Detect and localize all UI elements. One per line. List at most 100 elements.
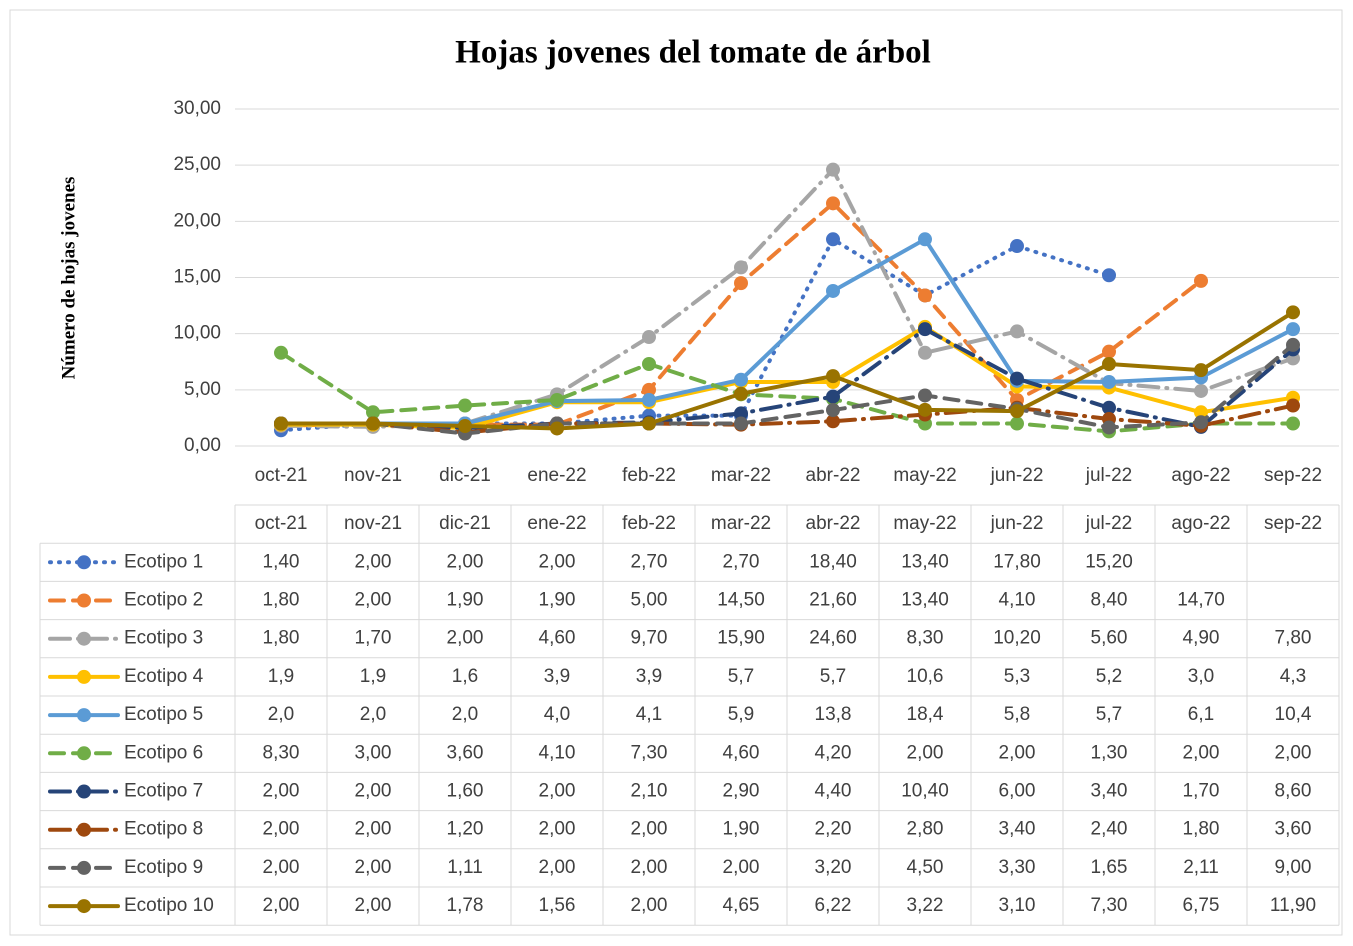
table-cell: 2,00	[355, 857, 392, 878]
table-cell: 5,7	[820, 666, 846, 687]
table-cell: 4,60	[723, 742, 760, 763]
data-point	[1194, 273, 1208, 288]
data-point	[918, 402, 932, 417]
data-point	[826, 403, 840, 418]
table-cell: 4,20	[815, 742, 852, 763]
table-cell: 4,3	[1280, 666, 1306, 687]
data-point	[1286, 337, 1300, 352]
y-tick-label: 5,00	[184, 379, 221, 400]
table-cell: 24,60	[809, 628, 857, 649]
table-cell: 5,60	[1091, 628, 1128, 649]
table-cell: 2,00	[263, 819, 300, 840]
data-point	[1194, 363, 1208, 378]
data-point	[734, 406, 748, 421]
legend-label: Ecotipo 2	[124, 590, 203, 611]
table-cell: 4,90	[1183, 628, 1220, 649]
legend-label: Ecotipo 10	[124, 895, 214, 916]
data-point	[1010, 404, 1024, 419]
data-point	[918, 322, 932, 337]
table-cell: 2,20	[815, 819, 852, 840]
data-point	[1102, 268, 1116, 283]
table-cell: 2,00	[355, 590, 392, 611]
table-cell: 1,90	[723, 819, 760, 840]
table-cell: 2,00	[355, 819, 392, 840]
data-point	[1102, 374, 1116, 389]
table-cell: 3,60	[1275, 819, 1312, 840]
y-tick-label: 30,00	[173, 98, 221, 119]
data-point	[1102, 344, 1116, 359]
table-cell: 15,20	[1085, 551, 1133, 572]
table-cell: 2,70	[631, 551, 668, 572]
table-cell: 5,9	[728, 704, 754, 725]
table-header: ene-22	[527, 513, 586, 534]
data-point	[458, 419, 472, 434]
data-point	[550, 392, 564, 407]
legend-label: Ecotipo 7	[124, 781, 203, 802]
x-tick-label: ene-22	[527, 465, 586, 486]
legend-marker	[77, 746, 91, 761]
table-cell: 2,00	[263, 781, 300, 802]
chart-title: Hojas jovenes del tomate de árbol	[455, 35, 931, 71]
data-point	[1102, 356, 1116, 371]
table-cell: 10,4	[1275, 704, 1312, 725]
data-point	[366, 405, 380, 420]
table-header: abr-22	[806, 513, 861, 534]
chart-border	[9, 9, 1343, 936]
legend-marker	[77, 631, 91, 646]
table-cell: 2,00	[355, 895, 392, 916]
table-cell: 2,70	[723, 551, 760, 572]
table-cell: 1,65	[1091, 857, 1128, 878]
table-cell: 1,70	[355, 628, 392, 649]
data-point	[734, 386, 748, 401]
table-cell: 21,60	[809, 590, 857, 611]
data-point	[918, 288, 932, 303]
table-cell: 2,00	[631, 857, 668, 878]
table-header: sep-22	[1264, 513, 1322, 534]
legend-label: Ecotipo 8	[124, 819, 203, 840]
table-cell: 2,00	[263, 895, 300, 916]
data-point	[366, 416, 380, 431]
table-cell: 13,40	[901, 551, 949, 572]
table-cell: 1,9	[360, 666, 386, 687]
table-header: ago-22	[1171, 513, 1230, 534]
x-tick-label: feb-22	[622, 465, 676, 486]
x-tick-label: jun-22	[990, 465, 1044, 486]
table-cell: 1,80	[1183, 819, 1220, 840]
data-point	[642, 392, 656, 407]
legend-marker	[77, 822, 91, 837]
legend-label: Ecotipo 4	[124, 666, 204, 687]
data-point	[1286, 305, 1300, 320]
table-cell: 1,20	[447, 819, 484, 840]
x-tick-label: dic-21	[439, 465, 491, 486]
data-point	[1010, 324, 1024, 339]
data-point	[826, 232, 840, 247]
legend-marker	[77, 899, 91, 914]
y-axis-label: Número de hojas jovenes	[58, 177, 79, 380]
table-cell: 2,00	[1275, 742, 1312, 763]
table-cell: 1,90	[539, 590, 576, 611]
legend-label: Ecotipo 6	[124, 742, 203, 763]
table-cell: 1,56	[539, 895, 576, 916]
series-line	[279, 342, 1295, 436]
x-tick-label: nov-21	[344, 465, 402, 486]
x-tick-label: may-22	[893, 465, 956, 486]
x-tick-label: sep-22	[1264, 465, 1322, 486]
table-cell: 2,00	[723, 857, 760, 878]
table-cell: 6,1	[1188, 704, 1214, 725]
data-point	[826, 162, 840, 177]
data-point	[1286, 416, 1300, 431]
table-cell: 7,80	[1275, 628, 1312, 649]
table-cell: 8,30	[907, 628, 944, 649]
table-cell: 3,00	[355, 742, 392, 763]
x-tick-label: mar-22	[711, 465, 771, 486]
table-cell: 11,90	[1270, 895, 1316, 916]
table-cell: 3,0	[1188, 666, 1214, 687]
table-cell: 3,10	[999, 895, 1036, 916]
data-point	[642, 330, 656, 345]
legend-label: Ecotipo 5	[124, 704, 203, 725]
data-point	[1010, 416, 1024, 431]
table-cell: 1,90	[447, 590, 484, 611]
table-cell: 2,0	[360, 704, 386, 725]
y-tick-label: 15,00	[173, 267, 221, 288]
